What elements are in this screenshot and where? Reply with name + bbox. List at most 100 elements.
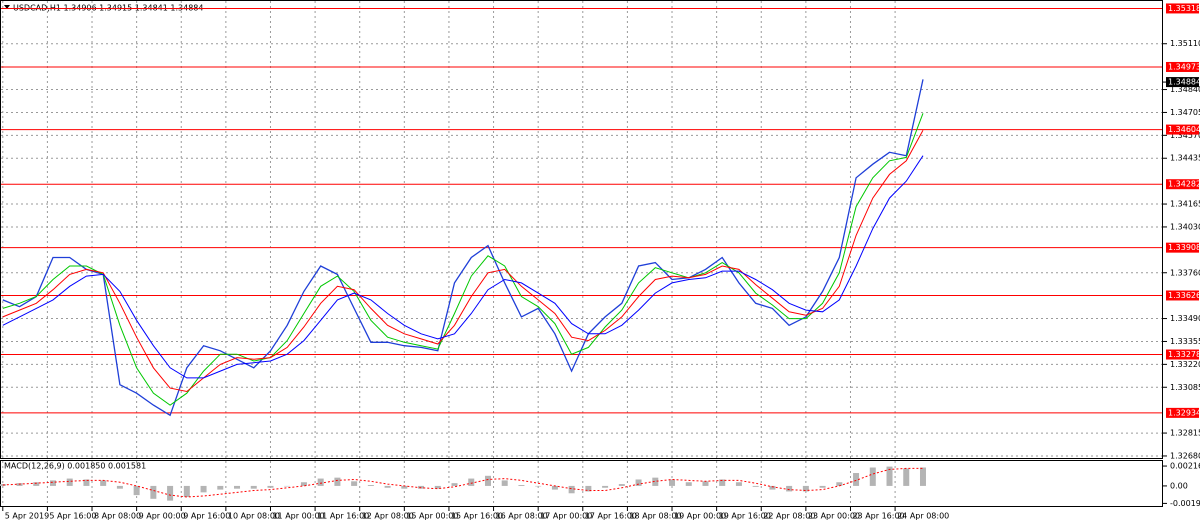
y-tick-label: 1.34705 xyxy=(1170,108,1200,117)
x-tick-label: 9 Apr 16:00 xyxy=(183,512,230,521)
level-label-box xyxy=(1166,3,1199,14)
macd-bar xyxy=(551,485,558,490)
macd-bar xyxy=(602,485,609,488)
macd-bar xyxy=(786,485,793,492)
macd-bar xyxy=(267,485,274,488)
level-label: 1.34973 xyxy=(1168,62,1200,71)
macd-bar xyxy=(167,485,174,501)
macd-bar xyxy=(819,485,826,488)
y-tick-label: 0.00216 xyxy=(1170,462,1200,471)
level-label-box xyxy=(1166,290,1199,301)
x-tick-label: 24 Apr 08:00 xyxy=(897,512,949,521)
macd-bar xyxy=(100,480,107,486)
x-tick-label: 19 Apr 00:00 xyxy=(674,512,726,521)
x-tick-label: 12 Apr 08:00 xyxy=(362,512,414,521)
macd-bar xyxy=(250,485,257,489)
level-label: 1.34604 xyxy=(1168,125,1200,134)
menu-triangle[interactable] xyxy=(4,5,10,9)
main-panel-frame xyxy=(0,0,1163,459)
level-label-box xyxy=(1166,349,1199,360)
x-tick-label: 23 Apr 00:00 xyxy=(808,512,860,521)
macd-bar xyxy=(685,482,692,486)
macd-bar xyxy=(33,482,40,486)
macd-bar xyxy=(401,485,408,489)
current-price-box xyxy=(1166,77,1199,88)
x-tick-label: 8 Apr 08:00 xyxy=(94,512,141,521)
current-price-label: 1.34884 xyxy=(1168,78,1200,87)
macd-bar xyxy=(836,482,843,486)
macd-bar xyxy=(585,485,592,492)
macd-bar xyxy=(886,466,893,486)
macd-bar xyxy=(919,467,926,486)
x-tick-label: 17 Apr 16:00 xyxy=(585,512,637,521)
y-tick-label: 1.33760 xyxy=(1170,268,1200,277)
macd-bar xyxy=(116,485,123,489)
macd-bar xyxy=(719,479,726,486)
y-tick-label: 1.33220 xyxy=(1170,360,1200,369)
macd-bar xyxy=(334,477,341,486)
x-tick-label: 16 Apr 08:00 xyxy=(496,512,548,521)
macd-bar xyxy=(518,485,525,486)
macd-bar xyxy=(853,473,860,486)
x-tick-label: 19 Apr 16:00 xyxy=(719,512,771,521)
y-tick-label: 1.34435 xyxy=(1170,154,1200,163)
macd-bar xyxy=(351,481,358,486)
price-line xyxy=(2,155,924,379)
level-label: 1.34282 xyxy=(1168,180,1200,189)
macd-bar xyxy=(652,477,659,486)
level-label-box xyxy=(1166,124,1199,135)
macd-bar xyxy=(200,485,207,493)
level-label: 1.33908 xyxy=(1168,243,1200,252)
level-label-box xyxy=(1166,179,1199,190)
level-label-box xyxy=(1166,407,1199,418)
macd-bar xyxy=(769,485,776,490)
x-tick-label: 17 Apr 00:00 xyxy=(540,512,592,521)
macd-bar xyxy=(150,485,157,499)
macd-bar xyxy=(367,485,374,486)
macd-bar xyxy=(49,480,56,486)
macd-bar xyxy=(217,485,224,490)
macd-bar xyxy=(802,485,809,492)
macd-header: MACD(12,26,9) 0.001850 0.001581 xyxy=(4,462,146,471)
x-tick-label: 18 Apr 08:00 xyxy=(629,512,681,521)
x-tick-label: 11 Apr 16:00 xyxy=(317,512,369,521)
level-label-box xyxy=(1166,61,1199,72)
macd-bar xyxy=(317,478,324,486)
macd-bar xyxy=(735,482,742,486)
x-tick-label: 5 Apr 16:00 xyxy=(49,512,96,521)
y-tick-label: 1.32680 xyxy=(1170,451,1200,460)
macd-bar xyxy=(183,485,190,497)
y-tick-label: 1.34570 xyxy=(1170,131,1200,140)
y-tick-label: 1.34840 xyxy=(1170,85,1200,94)
x-tick-label: 15 Apr 16:00 xyxy=(451,512,503,521)
y-tick-label: -0.0019 xyxy=(1170,499,1200,508)
x-tick-label: 15 Apr 00:00 xyxy=(406,512,458,521)
macd-bar xyxy=(234,485,241,489)
x-tick-label: 23 Apr 16:00 xyxy=(852,512,904,521)
macd-bar xyxy=(903,468,910,486)
level-label: 1.32934 xyxy=(1168,408,1200,417)
macd-bar xyxy=(568,485,575,494)
macd-panel-frame xyxy=(0,460,1163,507)
macd-bar xyxy=(869,467,876,486)
price-line xyxy=(2,113,924,406)
x-tick-label: 9 Apr 00:00 xyxy=(139,512,186,521)
level-label: 1.35318 xyxy=(1168,4,1200,13)
y-tick-label: 1.33085 xyxy=(1170,383,1200,392)
macd-bar xyxy=(284,485,291,487)
y-tick-label: 1.33490 xyxy=(1170,314,1200,323)
price-line xyxy=(2,79,924,417)
y-tick-label: 1.34165 xyxy=(1170,200,1200,209)
macd-bar xyxy=(133,485,140,496)
macd-bar xyxy=(501,480,508,486)
macd-bar xyxy=(535,485,542,487)
macd-bar xyxy=(669,479,676,486)
x-tick-label: 5 Apr 2019 xyxy=(5,512,49,521)
level-label: 1.33278 xyxy=(1168,350,1200,359)
x-tick-label: 10 Apr 08:00 xyxy=(228,512,280,521)
macd-bar xyxy=(384,485,391,488)
y-tick-label: 1.35110 xyxy=(1170,39,1200,48)
x-tick-label: 22 Apr 08:00 xyxy=(763,512,815,521)
